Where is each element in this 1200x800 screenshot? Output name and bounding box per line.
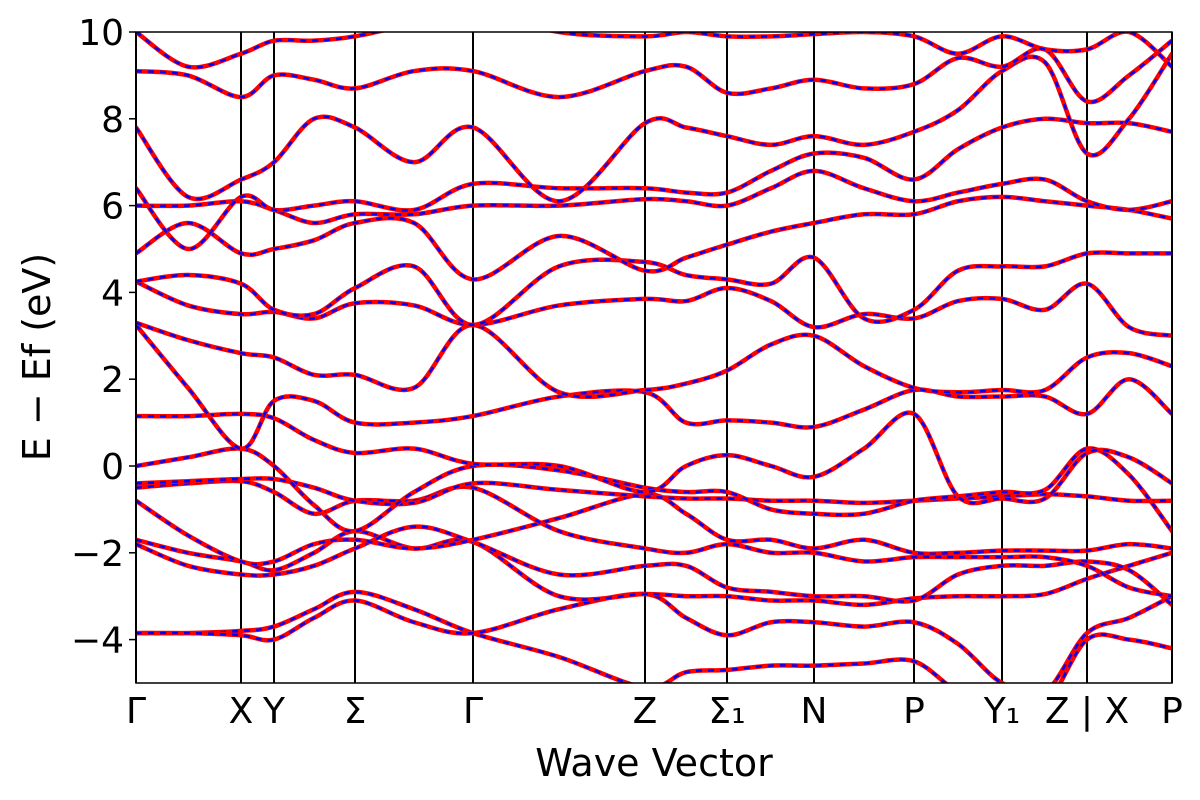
band-line (136, 591, 1172, 683)
x-tick-label: X (229, 691, 254, 732)
y-tick-label: −2 (71, 534, 124, 575)
x-tick-label: Σ (344, 691, 367, 732)
band-line-dashed (136, 477, 1172, 506)
band-line-dashed (136, 590, 1172, 683)
band-line-dashed (136, 280, 1172, 338)
band-line (136, 320, 1172, 400)
band-line-dashed (136, 529, 1172, 607)
band-line-dashed (136, 321, 1172, 399)
y-tick-label: 6 (101, 187, 124, 228)
band-line-dashed (136, 53, 1172, 203)
band-line (136, 322, 1172, 451)
y-tick-label: 10 (78, 13, 124, 54)
y-tick-label: −4 (71, 621, 124, 662)
x-tick-label: Y (262, 691, 286, 732)
y-tick-label: 2 (101, 360, 124, 401)
plot-frame (135, 31, 1173, 684)
x-tick-label: Z | X (1045, 691, 1129, 732)
y-tick-label: 4 (101, 273, 124, 314)
band-line (136, 194, 1172, 282)
x-tick-label: Z (633, 691, 658, 732)
band-line-dashed (136, 169, 1172, 225)
band-line-dashed (136, 324, 1172, 450)
band-line-dashed (136, 525, 1172, 606)
y-tick-label: 8 (101, 100, 124, 141)
x-tick-label: P (1161, 691, 1183, 732)
band-line-dashed (136, 251, 1172, 327)
ticks: Γ X Y Σ Γ Z Σ₁ N P Y₁ Z | X P −4 −2 0 2 4 6 8 10 (71, 13, 1183, 732)
x-tick-label: P (903, 691, 925, 732)
band-line (136, 279, 1172, 339)
band-line-dashed (136, 479, 1172, 598)
band-line-dashed (136, 117, 1172, 251)
x-axis-label: Wave Vector (535, 741, 773, 785)
x-tick-label: N (801, 691, 828, 732)
x-tick-label: Σ₁ (708, 691, 745, 732)
band-line-dashed (136, 492, 1172, 566)
band-line-dashed (136, 39, 1172, 104)
x-tick-label: Y₁ (983, 691, 1020, 732)
band-line (136, 38, 1172, 105)
grid (135, 32, 1173, 683)
x-tick-label: Γ (463, 691, 483, 732)
bands (136, 32, 1172, 683)
x-tick-label: Γ (126, 691, 146, 732)
band-line-dashed (136, 447, 1172, 533)
y-axis-label: E − Ef (eV) (15, 253, 59, 462)
band-line-dashed (136, 411, 1172, 505)
band-line-dashed (136, 592, 1172, 683)
y-tick-label: 0 (101, 447, 124, 488)
